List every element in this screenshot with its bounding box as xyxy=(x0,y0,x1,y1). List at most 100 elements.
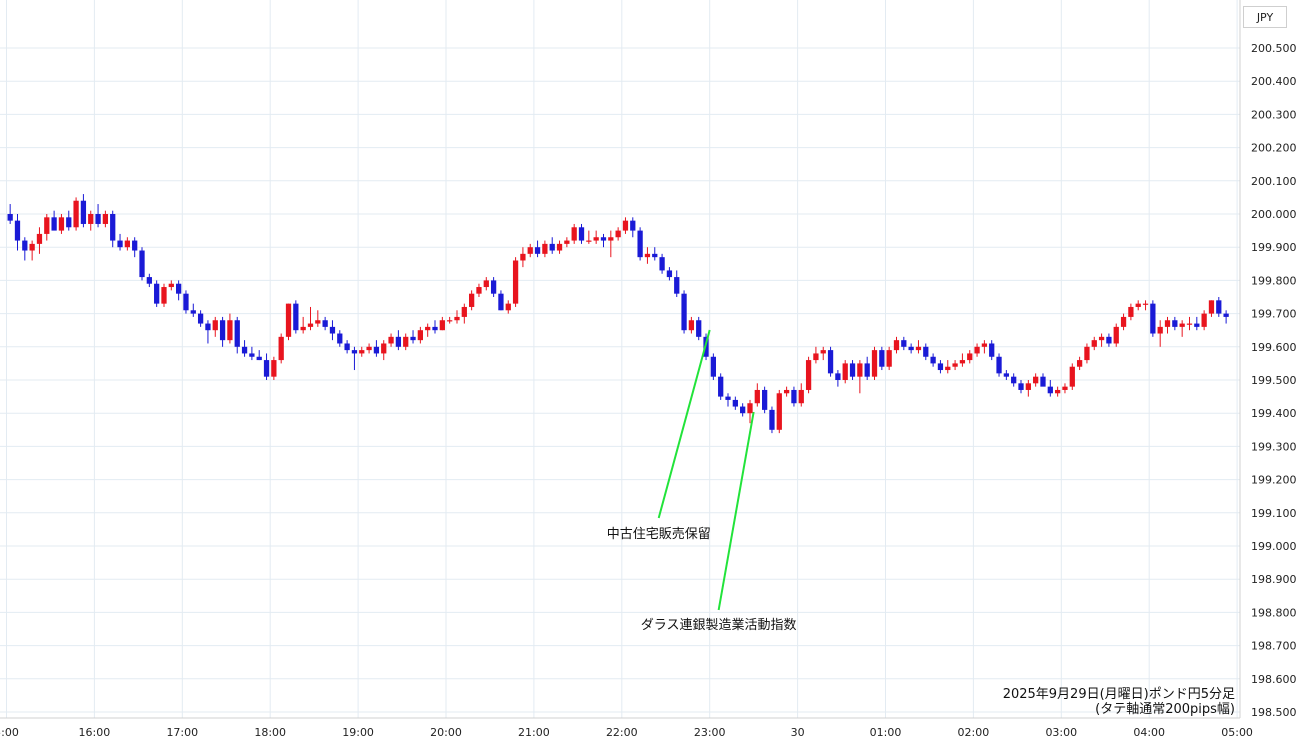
caption-line: (タテ軸通常200pips幅) xyxy=(1095,702,1235,717)
candle-body xyxy=(1003,373,1009,377)
candle-body xyxy=(776,393,782,430)
candle-body xyxy=(1223,313,1229,317)
candle-body xyxy=(542,243,548,254)
candle-body xyxy=(520,253,526,261)
x-tick-label: 30 xyxy=(791,726,805,739)
candle-body xyxy=(1128,306,1134,317)
candle-body xyxy=(908,346,914,351)
candle-body xyxy=(300,326,306,331)
candle-body xyxy=(1055,389,1061,394)
candle-body xyxy=(29,243,35,251)
candle-body xyxy=(666,270,673,278)
candle-body xyxy=(769,409,775,430)
candle-body xyxy=(571,227,577,241)
x-tick-label: 04:00 xyxy=(1133,726,1165,739)
candle-body xyxy=(417,330,423,341)
x-tick-label: 17:00 xyxy=(166,726,198,739)
y-tick-label: 199.200 xyxy=(1251,474,1297,487)
candle-body xyxy=(791,389,797,404)
candle-body xyxy=(747,403,753,414)
candle-body xyxy=(952,363,958,367)
candle-body xyxy=(1179,323,1185,327)
candle-body xyxy=(190,310,196,314)
candle-body xyxy=(7,214,13,221)
y-tick-label: 200.200 xyxy=(1251,142,1297,155)
candle-body xyxy=(659,257,665,271)
candle-body xyxy=(1113,326,1119,344)
candle-body xyxy=(388,336,394,344)
y-tick-label: 199.900 xyxy=(1251,241,1297,254)
candle-body xyxy=(139,250,145,278)
candle-body xyxy=(1033,376,1039,384)
candle-body xyxy=(696,320,702,337)
candle-body xyxy=(102,214,109,224)
candle-body xyxy=(1216,300,1222,314)
candle-body xyxy=(469,293,475,307)
candle-body xyxy=(498,293,504,311)
candle-body xyxy=(622,220,629,231)
candle-body xyxy=(644,253,651,258)
candle-body xyxy=(967,353,973,361)
candle-body xyxy=(857,363,863,377)
candle-body xyxy=(256,356,262,361)
candle-body xyxy=(329,326,336,334)
candle-body xyxy=(395,336,402,347)
candle-body xyxy=(835,373,841,380)
candle-body xyxy=(534,247,541,254)
candle-body xyxy=(652,253,658,258)
candle-body xyxy=(36,233,43,244)
candle-body xyxy=(871,350,878,377)
annotation-label: ダラス連銀製造業活動指数 xyxy=(641,617,797,633)
x-tick-label: 05:00 xyxy=(1221,726,1253,739)
candle-body xyxy=(732,399,738,407)
candle-body xyxy=(549,243,555,251)
candle-body xyxy=(432,326,438,331)
candle-body xyxy=(454,316,460,321)
candle-body xyxy=(183,293,189,311)
price-axis: 200.500 200.400 200.300 200.200 200.100 200.0… xyxy=(1251,42,1297,719)
candle-body xyxy=(798,389,804,404)
candle-body xyxy=(366,346,372,351)
candle-body xyxy=(864,363,870,377)
candle-body xyxy=(227,320,233,341)
candle-body xyxy=(1186,323,1193,325)
candle-body xyxy=(1201,313,1207,327)
candle-body xyxy=(1157,326,1163,334)
candle-body xyxy=(44,217,50,234)
candle-body xyxy=(117,240,123,248)
candle-body xyxy=(1069,366,1075,387)
x-tick-label: 5:00 xyxy=(0,726,19,739)
candle-body xyxy=(1098,336,1105,341)
candle-body xyxy=(271,360,277,377)
candle-body xyxy=(608,237,614,241)
candle-body xyxy=(373,346,380,354)
candle-body xyxy=(1135,303,1141,307)
candle-body xyxy=(630,220,636,231)
candle-body xyxy=(512,260,519,304)
candle-body xyxy=(439,320,445,331)
candle-body xyxy=(146,277,152,284)
candle-body xyxy=(410,336,416,341)
candle-body xyxy=(981,343,988,347)
candle-body xyxy=(637,230,643,258)
candle-body xyxy=(219,320,226,341)
candle-body xyxy=(22,240,28,251)
candle-body xyxy=(1150,303,1156,334)
y-tick-label: 200.000 xyxy=(1251,208,1297,221)
candle-body xyxy=(754,389,760,404)
candle-body xyxy=(381,343,387,354)
candle-body xyxy=(132,240,138,251)
candle-body xyxy=(1040,376,1046,387)
y-tick-label: 199.100 xyxy=(1251,507,1297,520)
candle-body xyxy=(73,200,79,228)
annotation-label: 中古住宅販売保留 xyxy=(607,526,711,542)
candle-body xyxy=(849,363,856,377)
candle-body xyxy=(293,303,299,331)
candle-body xyxy=(718,376,724,397)
y-tick-label: 200.300 xyxy=(1251,108,1297,121)
x-tick-label: 20:00 xyxy=(430,726,462,739)
candle-body xyxy=(937,363,944,371)
candle-body xyxy=(1047,386,1053,394)
candle-body xyxy=(945,366,951,371)
y-tick-label: 199.700 xyxy=(1251,308,1297,321)
